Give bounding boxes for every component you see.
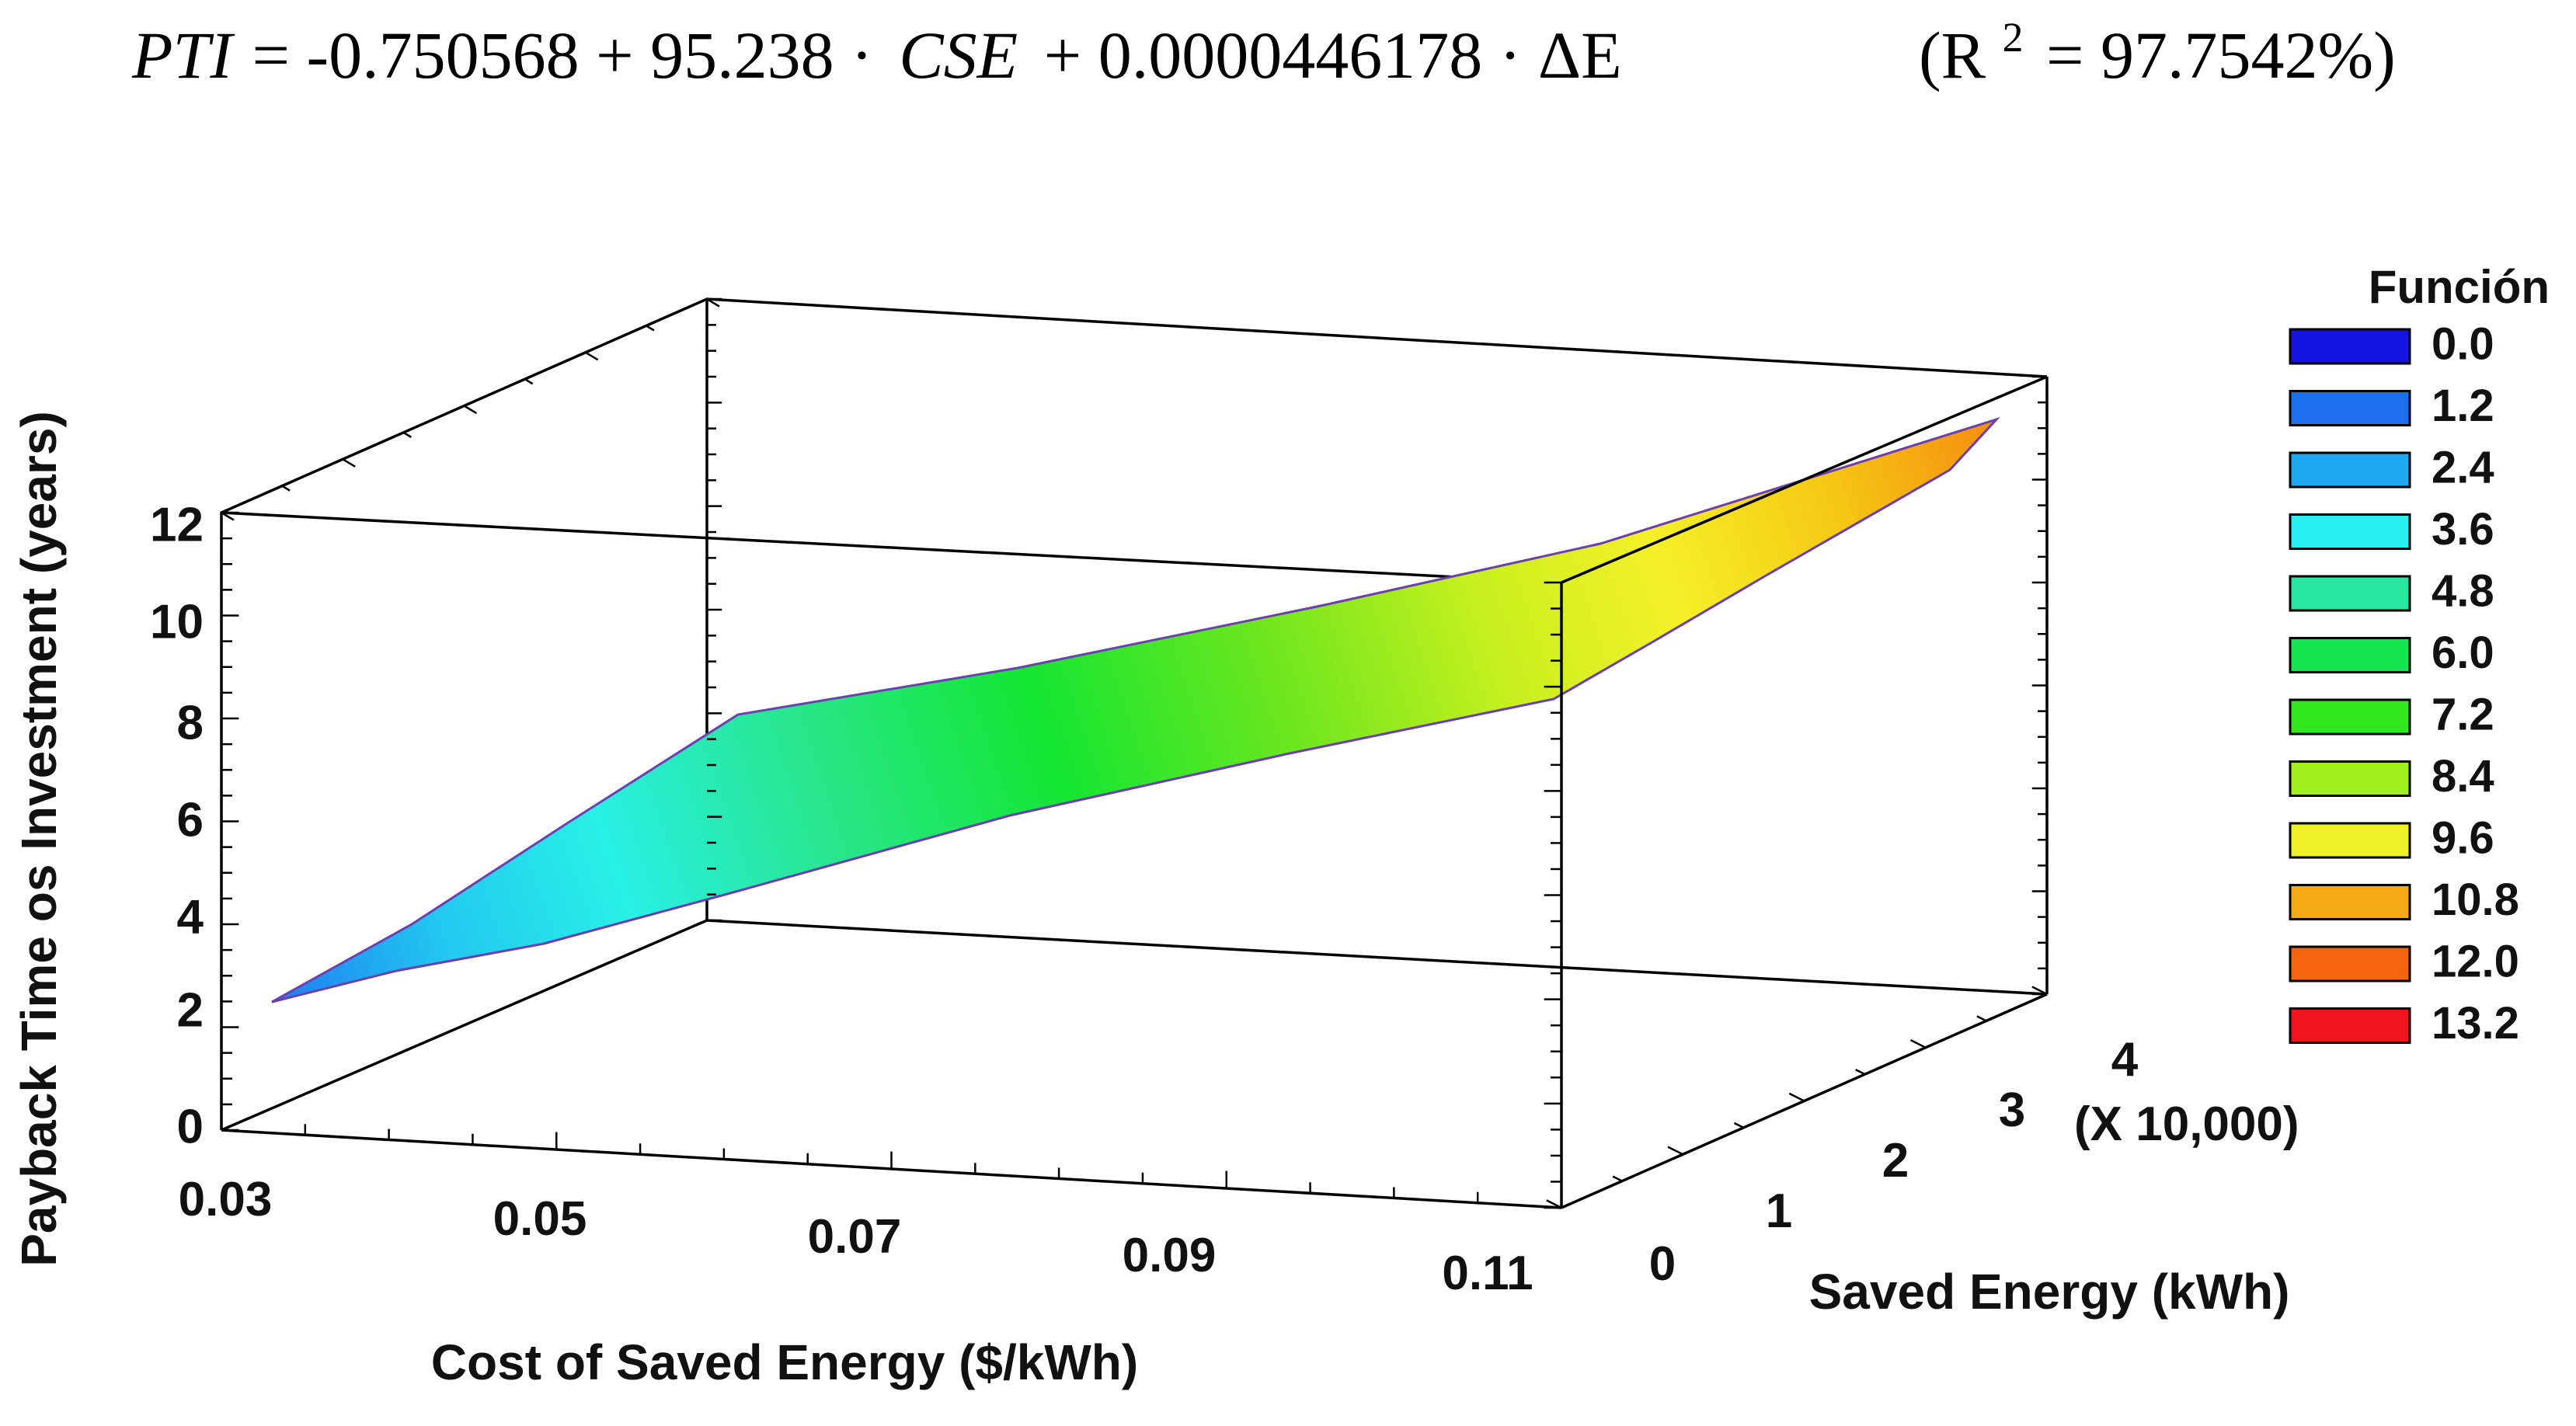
axis-ticks	[220, 297, 2048, 1209]
z-tick-label: 4	[177, 890, 204, 944]
legend-swatch	[2289, 945, 2411, 983]
z-tick-label: 0	[177, 1100, 204, 1153]
y-tick-label: 0	[1649, 1237, 1676, 1291]
legend-label: 0.0	[2432, 318, 2494, 369]
legend-swatch	[2289, 822, 2411, 859]
y-tick-label: 1	[1766, 1184, 1792, 1238]
y-axis-multiplier: (X 10,000)	[2074, 1097, 2299, 1151]
r-squared-sup: 2	[2003, 14, 2024, 61]
y-axis-title: Saved Energy (kWh)	[1809, 1264, 2290, 1320]
legend: Función 0.0 1.2 2.4 3.6 4.8 6.0 7.2 8.4 9.6 10.8 1…	[2289, 261, 2550, 1049]
y-axis-tick-mark	[1612, 1175, 1623, 1182]
top-edge-tick-mark	[402, 431, 413, 438]
legend-label: 12.0	[2432, 936, 2519, 986]
x-axis-ticks: 0.03 0.05 0.07 0.09 0.11	[179, 1173, 1533, 1300]
top-edge-tick-mark	[342, 458, 356, 468]
x-tick-label: 0.05	[493, 1192, 587, 1246]
z-axis-ticks: 0 2 4 6 8 10 12	[150, 498, 204, 1153]
legend-label: 4.8	[2432, 565, 2494, 616]
equation-lhs: PTI	[131, 18, 235, 92]
x-tick-label: 0.07	[808, 1210, 902, 1264]
legend-swatch	[2289, 328, 2411, 365]
legend-label: 3.6	[2432, 504, 2494, 555]
legend-swatch	[2289, 1007, 2411, 1044]
top-edge-tick-mark	[706, 297, 720, 308]
y-axis-tick-mark	[1909, 1039, 1927, 1049]
z-axis-title: Payback Time os Investment (years)	[11, 411, 67, 1267]
legend-swatch	[2289, 451, 2411, 489]
equation-intercept: = -0.750568 + 95.238 ·	[252, 18, 873, 92]
y-tick-label: 2	[1882, 1134, 1909, 1188]
top-edge-tick-mark	[463, 405, 478, 415]
x-tick-label: 0.11	[1442, 1247, 1533, 1300]
response-surface	[271, 416, 2000, 1003]
x-tick-label: 0.03	[179, 1173, 273, 1226]
z-tick-label: 2	[177, 983, 204, 1037]
x-tick-label: 0.09	[1123, 1229, 1217, 1282]
equation: PTI = -0.750568 + 95.238 · CSE + 0.00004…	[131, 0, 2396, 92]
y-axis-tick-mark	[1976, 1015, 1987, 1022]
y-axis-tick-mark	[1733, 1122, 1744, 1129]
z-tick-label: 8	[177, 696, 204, 750]
legend-swatch	[2289, 637, 2411, 673]
legend-swatch	[2289, 390, 2411, 426]
legend-label: 8.4	[2432, 751, 2494, 802]
legend-title: Función	[2369, 261, 2550, 313]
r-squared-open: (R	[1919, 18, 1986, 92]
z-tick-label: 10	[150, 595, 204, 649]
top-edge-tick-mark	[221, 511, 235, 521]
y-axis-tick-mark	[1788, 1092, 1805, 1102]
legend-label: 13.2	[2432, 998, 2519, 1049]
legend-items: 0.0 1.2 2.4 3.6 4.8 6.0 7.2 8.4 9.6 10.8 12.0 13.2	[2289, 318, 2519, 1049]
r-squared-value: = 97.7542%)	[2046, 18, 2396, 92]
top-edge-tick-mark	[524, 378, 534, 385]
legend-label: 1.2	[2432, 381, 2494, 431]
y-tick-label: 4	[2111, 1033, 2139, 1087]
legend-label: 6.0	[2432, 628, 2494, 678]
y-axis-ticks: 0 1 2 3 4 (X 10,000)	[1649, 1033, 2299, 1291]
y-axis-tick-mark	[1546, 1199, 1562, 1209]
legend-swatch	[2289, 513, 2411, 550]
y-tick-label: 3	[1999, 1083, 2025, 1137]
legend-swatch	[2289, 698, 2411, 736]
equation-cse: CSE	[899, 18, 1018, 92]
legend-swatch	[2289, 575, 2411, 612]
legend-label: 9.6	[2432, 812, 2494, 863]
top-edge-tick-mark	[585, 351, 599, 361]
equation-saved-energy-term: + 0.0000446178 · ΔE	[1044, 18, 1622, 92]
legend-label: 7.2	[2432, 689, 2494, 739]
top-edge-tick-mark	[281, 485, 291, 492]
top-edge-tick-mark	[646, 325, 655, 332]
legend-label: 2.4	[2432, 442, 2494, 492]
z-tick-label: 6	[177, 793, 204, 847]
legend-swatch	[2289, 760, 2411, 797]
x-axis-title: Cost of Saved Energy ($/kWh)	[431, 1334, 1138, 1390]
y-axis-tick-mark	[1855, 1069, 1866, 1076]
legend-label: 10.8	[2432, 875, 2519, 925]
y-axis-tick-mark	[2031, 986, 2048, 996]
y-axis-tick-mark	[1667, 1146, 1683, 1156]
z-tick-label: 12	[150, 498, 204, 551]
legend-swatch	[2289, 884, 2411, 920]
